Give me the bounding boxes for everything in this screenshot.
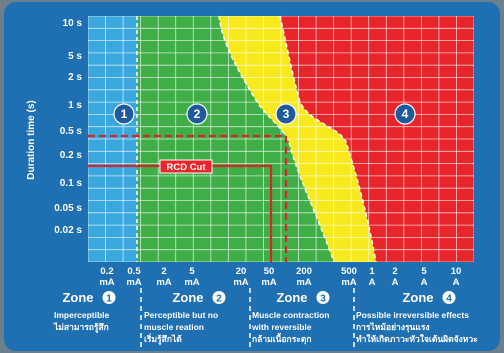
- x-tick-value: 5: [189, 266, 195, 277]
- zone-2-title-badge: [212, 291, 226, 304]
- y-tick-label: 0.02 s: [54, 225, 82, 236]
- zone-descriptions: Zone 1 Imperceptible ไม่สามารถรู้สึก Zone 2 Pe…: [53, 288, 478, 347]
- x-tick-unit: mA: [184, 277, 199, 288]
- x-tick-unit: A: [453, 277, 460, 288]
- rcd-cut-solid-line: [88, 164, 273, 262]
- grid-lines: [88, 16, 474, 262]
- x-tick-unit: A: [392, 277, 399, 288]
- zone-2-badge: [186, 103, 208, 125]
- zone-4-badge: [394, 103, 416, 125]
- zone-2-badge-number: 2: [194, 107, 201, 121]
- x-tick-unit: mA: [156, 277, 171, 288]
- zone-4-title-number: 4: [446, 294, 452, 305]
- zone-3-badge-number: 3: [283, 107, 290, 121]
- zone-boundaries: [136, 15, 377, 263]
- zone-2-desc-line: muscle reation: [144, 322, 204, 332]
- zone-3-desc-line: Muscle contraction: [252, 310, 329, 320]
- zone-3-title-number: 3: [320, 294, 326, 305]
- x-tick-unit: A: [369, 277, 376, 288]
- x-tick-value: 0.5: [127, 266, 141, 277]
- zone-4-title-badge: [442, 291, 456, 304]
- zone-3-4-boundary: [279, 15, 377, 263]
- y-tick-label: 10 s: [63, 18, 83, 29]
- zone-1-desc-line: Imperceptible: [54, 310, 110, 320]
- x-tick-value: 200: [296, 266, 312, 277]
- x-tick-unit: mA: [233, 277, 248, 288]
- y-tick-label: 0.05 s: [54, 203, 82, 214]
- y-tick-labels: 10 s 5 s 2 s 1 s 0.5 s 0.2 s 0.1 s 0.05 s 0.02 s: [54, 18, 82, 236]
- zone-2-title: Zone: [172, 290, 203, 305]
- rcd-cut-label: RCD Cut: [166, 162, 206, 173]
- zone-badges: 1 2 3 4: [113, 103, 416, 125]
- x-tick-value: 20: [236, 266, 247, 277]
- x-tick-value: 2: [161, 266, 166, 277]
- y-tick-label: 0.5 s: [60, 126, 83, 137]
- y-tick-label: 5 s: [68, 51, 82, 62]
- x-tick-value: 2: [392, 266, 397, 277]
- zone-4-badge-number: 4: [402, 107, 409, 121]
- x-tick-value: 0.2: [100, 266, 113, 277]
- x-tick-unit: mA: [99, 277, 114, 288]
- x-tick-unit: A: [421, 277, 428, 288]
- zone-1-title-number: 1: [106, 294, 112, 305]
- zone-3-title: Zone: [276, 290, 307, 305]
- zone-2-3-boundary: [218, 15, 335, 263]
- zone-1-title: Zone: [62, 290, 93, 305]
- x-tick-unit: mA: [261, 277, 276, 288]
- rcd-cut-label-box: [159, 159, 213, 174]
- chart-frame: RCD Cut 1 2 3 4 10 s 5 s 2 s 1 s 0.5 s 0.2 s 0.1 …: [4, 2, 500, 351]
- x-tick-value: 50: [264, 266, 275, 277]
- zone-4-desc-line: ทำให้เกิดภาวะหัวใจเต้นผิดจังหวะ: [356, 334, 478, 344]
- x-tick-value: 1: [369, 266, 375, 277]
- zone-3-desc-line: with reversible: [251, 322, 312, 332]
- zone-1-badge: [113, 103, 135, 125]
- zone-1-desc-line: ไม่สามารถรู้สึก: [53, 322, 109, 333]
- y-tick-label: 1 s: [68, 100, 82, 111]
- zone-4-title: Zone: [402, 290, 433, 305]
- y-tick-label: 0.2 s: [60, 150, 83, 161]
- rcd-cut-lines: RCD Cut: [88, 134, 288, 262]
- zone-4-desc-line: Possible irreversible effects: [356, 310, 469, 320]
- zone-4-desc-line: การไหม้อย่างรุนแรง: [356, 322, 430, 333]
- x-tick-labels: 0.2mA0.5mA2mA5mA20mA50mA200mA500mA1A2A5A…: [99, 266, 461, 288]
- zone-1-badge-number: 1: [121, 107, 128, 121]
- rcd-cut-dashed-line: [88, 134, 288, 262]
- time-current-zone-chart: RCD Cut 1 2 3 4 10 s 5 s 2 s 1 s 0.5 s 0.2 s 0.1 …: [26, 15, 478, 347]
- x-tick-unit: mA: [296, 277, 311, 288]
- zone-3-title-badge: [316, 291, 330, 304]
- y-tick-label: 0.1 s: [60, 178, 83, 189]
- x-tick-unit: mA: [126, 277, 141, 288]
- x-tick-unit: mA: [341, 277, 356, 288]
- zone-2-desc-line: Perceptible but no: [144, 310, 218, 320]
- zone-3-desc-line: กล้ามเนื้อกระตุก: [252, 332, 312, 345]
- y-tick-label: 2 s: [68, 72, 82, 83]
- x-tick-value: 500: [341, 266, 357, 277]
- x-tick-value: 5: [421, 266, 427, 277]
- y-axis-label: Duration time (s): [26, 100, 37, 179]
- zone-3-badge: [275, 103, 297, 125]
- zone-2-title-number: 2: [216, 294, 222, 305]
- zone-1-title-badge: [102, 291, 116, 304]
- zone-2-desc-line: เริ่มรู้สึกได้: [144, 332, 182, 345]
- x-tick-value: 10: [451, 266, 462, 277]
